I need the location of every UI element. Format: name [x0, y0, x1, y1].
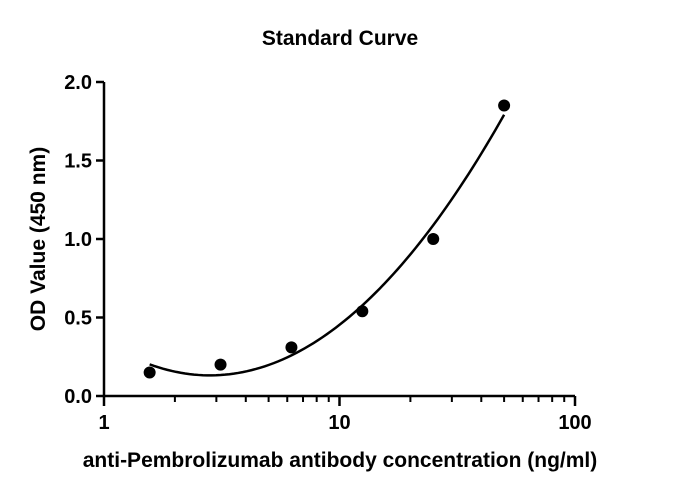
data-point: [143, 366, 156, 379]
fit-curve-group: [149, 114, 506, 377]
y-tick-label: 2.0: [64, 72, 92, 94]
data-point: [427, 233, 440, 245]
data-point: [498, 99, 511, 112]
chart-title: Standard Curve: [262, 27, 418, 50]
x-tick-label: 10: [328, 412, 350, 434]
y-axis-label: OD Value (450 nm): [27, 147, 50, 331]
y-tick-label: 1.5: [64, 151, 92, 173]
data-point: [214, 358, 227, 371]
axes: 0.0 0.5 1.0 1.5 2.0 1 10 100: [64, 72, 592, 434]
x-tick-label: 1: [98, 412, 109, 434]
x-axis-label: anti-Pembrolizumab antibody concentratio…: [83, 449, 598, 472]
data-point: [356, 305, 369, 318]
y-tick-label: 1.0: [64, 229, 92, 251]
fit-curve: [149, 114, 506, 377]
y-tick-label: 0.0: [64, 386, 92, 408]
y-tick-label: 0.5: [64, 308, 92, 330]
x-tick-label: 100: [558, 412, 591, 434]
data-point: [285, 341, 298, 354]
data-points: [143, 99, 511, 379]
